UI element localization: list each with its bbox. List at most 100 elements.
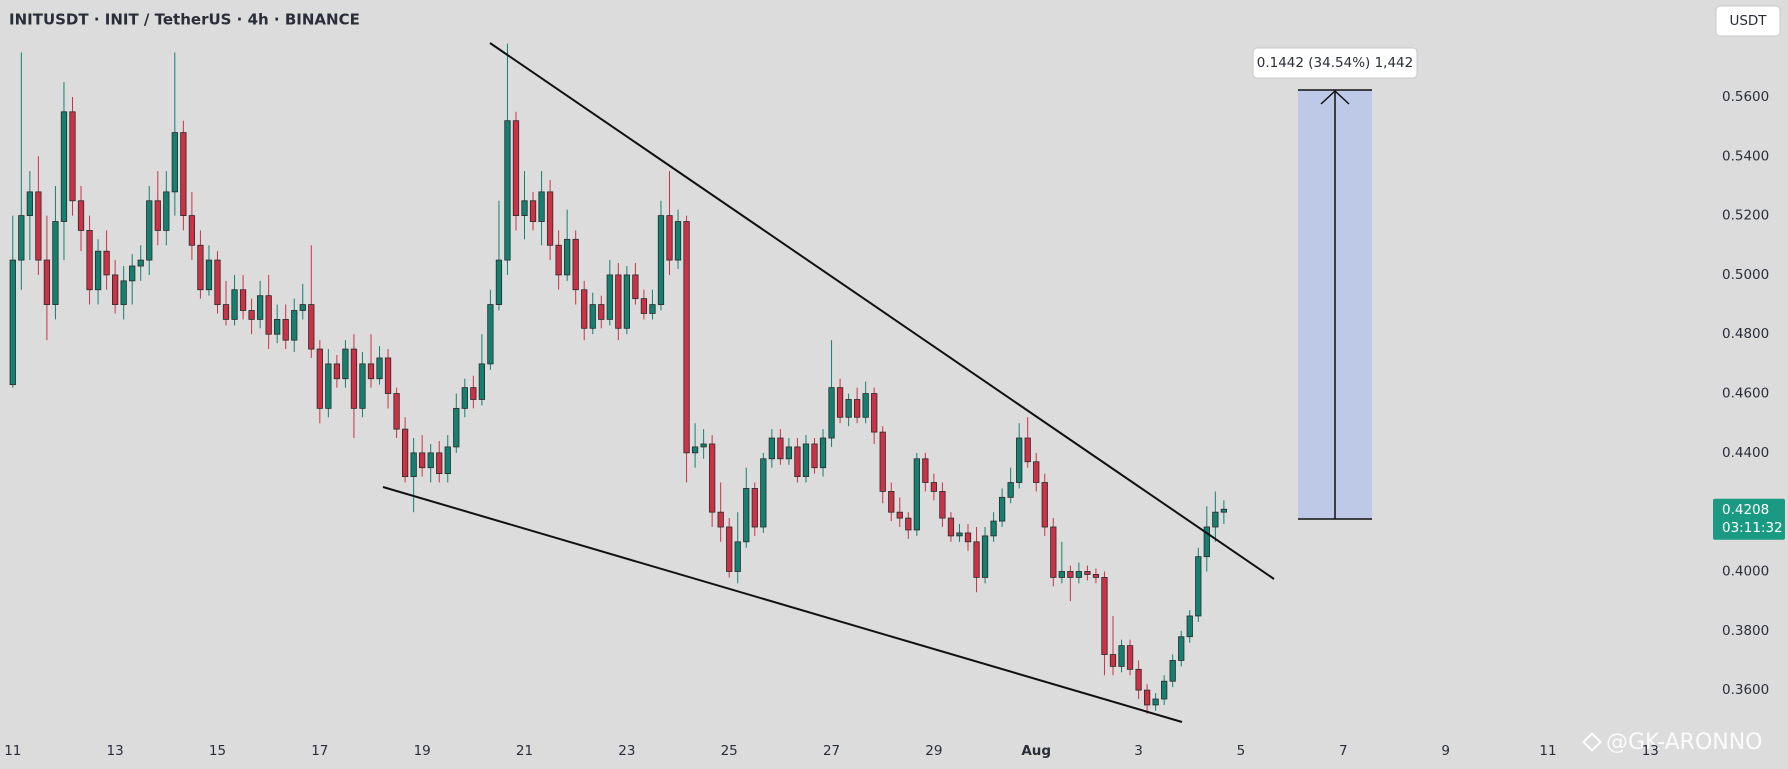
candle-body (197, 244, 204, 291)
x-tick-label: 7 (1339, 743, 1348, 759)
candle-body (401, 428, 409, 477)
x-tick-label: 23 (618, 743, 635, 759)
x-tick-label: 3 (1134, 743, 1143, 759)
watermark-logo (1582, 732, 1602, 752)
candle-body (956, 532, 963, 537)
candle-body (691, 446, 699, 454)
candle-body (512, 120, 520, 217)
candle-body (1084, 571, 1091, 575)
x-tick-label: 19 (414, 743, 431, 759)
last-price: 0.4208 (1722, 502, 1769, 518)
candle-body (828, 387, 835, 439)
candle-body (231, 289, 238, 320)
y-tick-label: 0.4000 (1722, 563, 1769, 579)
candle-body (1161, 680, 1168, 700)
candle-body (120, 280, 127, 305)
candle-body (546, 191, 554, 246)
candle-body (69, 111, 76, 202)
candle-body (1212, 511, 1219, 528)
lower-trend-line (382, 486, 1183, 723)
candle-body (129, 265, 136, 282)
x-tick-label: 11 (1539, 743, 1556, 759)
candle-body (325, 363, 332, 409)
candle-body (572, 238, 579, 291)
y-tick-label: 0.3600 (1722, 682, 1769, 698)
candle-body (777, 437, 784, 460)
candle-body (470, 387, 477, 400)
x-tick-label: 17 (311, 743, 328, 759)
candle-body (495, 259, 503, 305)
candle-body (896, 511, 903, 519)
candle-body (743, 488, 750, 543)
candle-body (239, 289, 247, 311)
candle-body (879, 431, 886, 492)
candle-body (137, 259, 144, 267)
candle-body (1101, 577, 1108, 655)
candle-body (419, 452, 426, 469)
candle-body (1118, 645, 1125, 667)
candle-body (35, 191, 42, 261)
candle-body (760, 458, 767, 528)
candle-body (163, 191, 170, 231)
candle-body (9, 259, 16, 386)
candle-body (674, 221, 682, 261)
candle-body (862, 393, 869, 418)
candle-body (981, 535, 989, 578)
candle-body (154, 200, 161, 231)
candle-body (103, 250, 110, 276)
candle-body (1067, 571, 1074, 578)
candle-body (282, 319, 289, 341)
candle-body (256, 295, 264, 320)
candle-body (734, 541, 741, 572)
candle-body (367, 363, 375, 380)
x-tick-label: Aug (1021, 743, 1051, 759)
candle-body (1109, 654, 1117, 667)
candle-body (214, 259, 221, 305)
candle-body (487, 304, 494, 365)
candle-body (308, 304, 315, 350)
candle-body (709, 443, 716, 513)
candle-body (1050, 526, 1057, 578)
candle-body (632, 274, 639, 300)
candle-body (683, 221, 690, 454)
candles (9, 43, 1227, 714)
candle-body (94, 250, 102, 291)
candle-body (146, 200, 153, 261)
candle-body (333, 363, 341, 380)
candle-body (265, 295, 272, 335)
x-tick-label: 13 (1642, 743, 1659, 759)
currency-box[interactable] (1715, 5, 1781, 37)
currency: USDT (1729, 13, 1767, 29)
candle-body (1169, 660, 1176, 682)
measure-label: 0.1442 (34.54%) 1,442 (1257, 55, 1413, 71)
candle-body (1007, 482, 1014, 498)
y-tick-label: 0.5200 (1722, 208, 1769, 224)
candle-body (1143, 689, 1151, 706)
candle-body (657, 215, 665, 305)
x-tick-label: 21 (516, 743, 533, 759)
candle-body (1195, 556, 1202, 617)
candle-body (26, 191, 33, 217)
candle-body (888, 491, 895, 513)
candle-body (180, 132, 187, 217)
candle-body (785, 446, 793, 460)
candle-body (1033, 461, 1040, 483)
candle-body (973, 541, 980, 578)
candle-body (1092, 574, 1100, 578)
candle-body (1016, 437, 1023, 483)
candle-body (529, 200, 537, 222)
x-tick-label: 29 (925, 743, 942, 759)
candle-body (478, 363, 485, 400)
candle-body (410, 452, 417, 477)
candle-body (359, 363, 366, 409)
candle-body (947, 517, 955, 537)
y-tick-label: 0.5000 (1722, 267, 1769, 283)
candle-body (1126, 645, 1134, 670)
candle-body (521, 200, 528, 217)
candle-body (1178, 636, 1185, 661)
candle-body (538, 191, 545, 222)
candle-body (998, 496, 1006, 522)
candle-body (700, 443, 707, 448)
